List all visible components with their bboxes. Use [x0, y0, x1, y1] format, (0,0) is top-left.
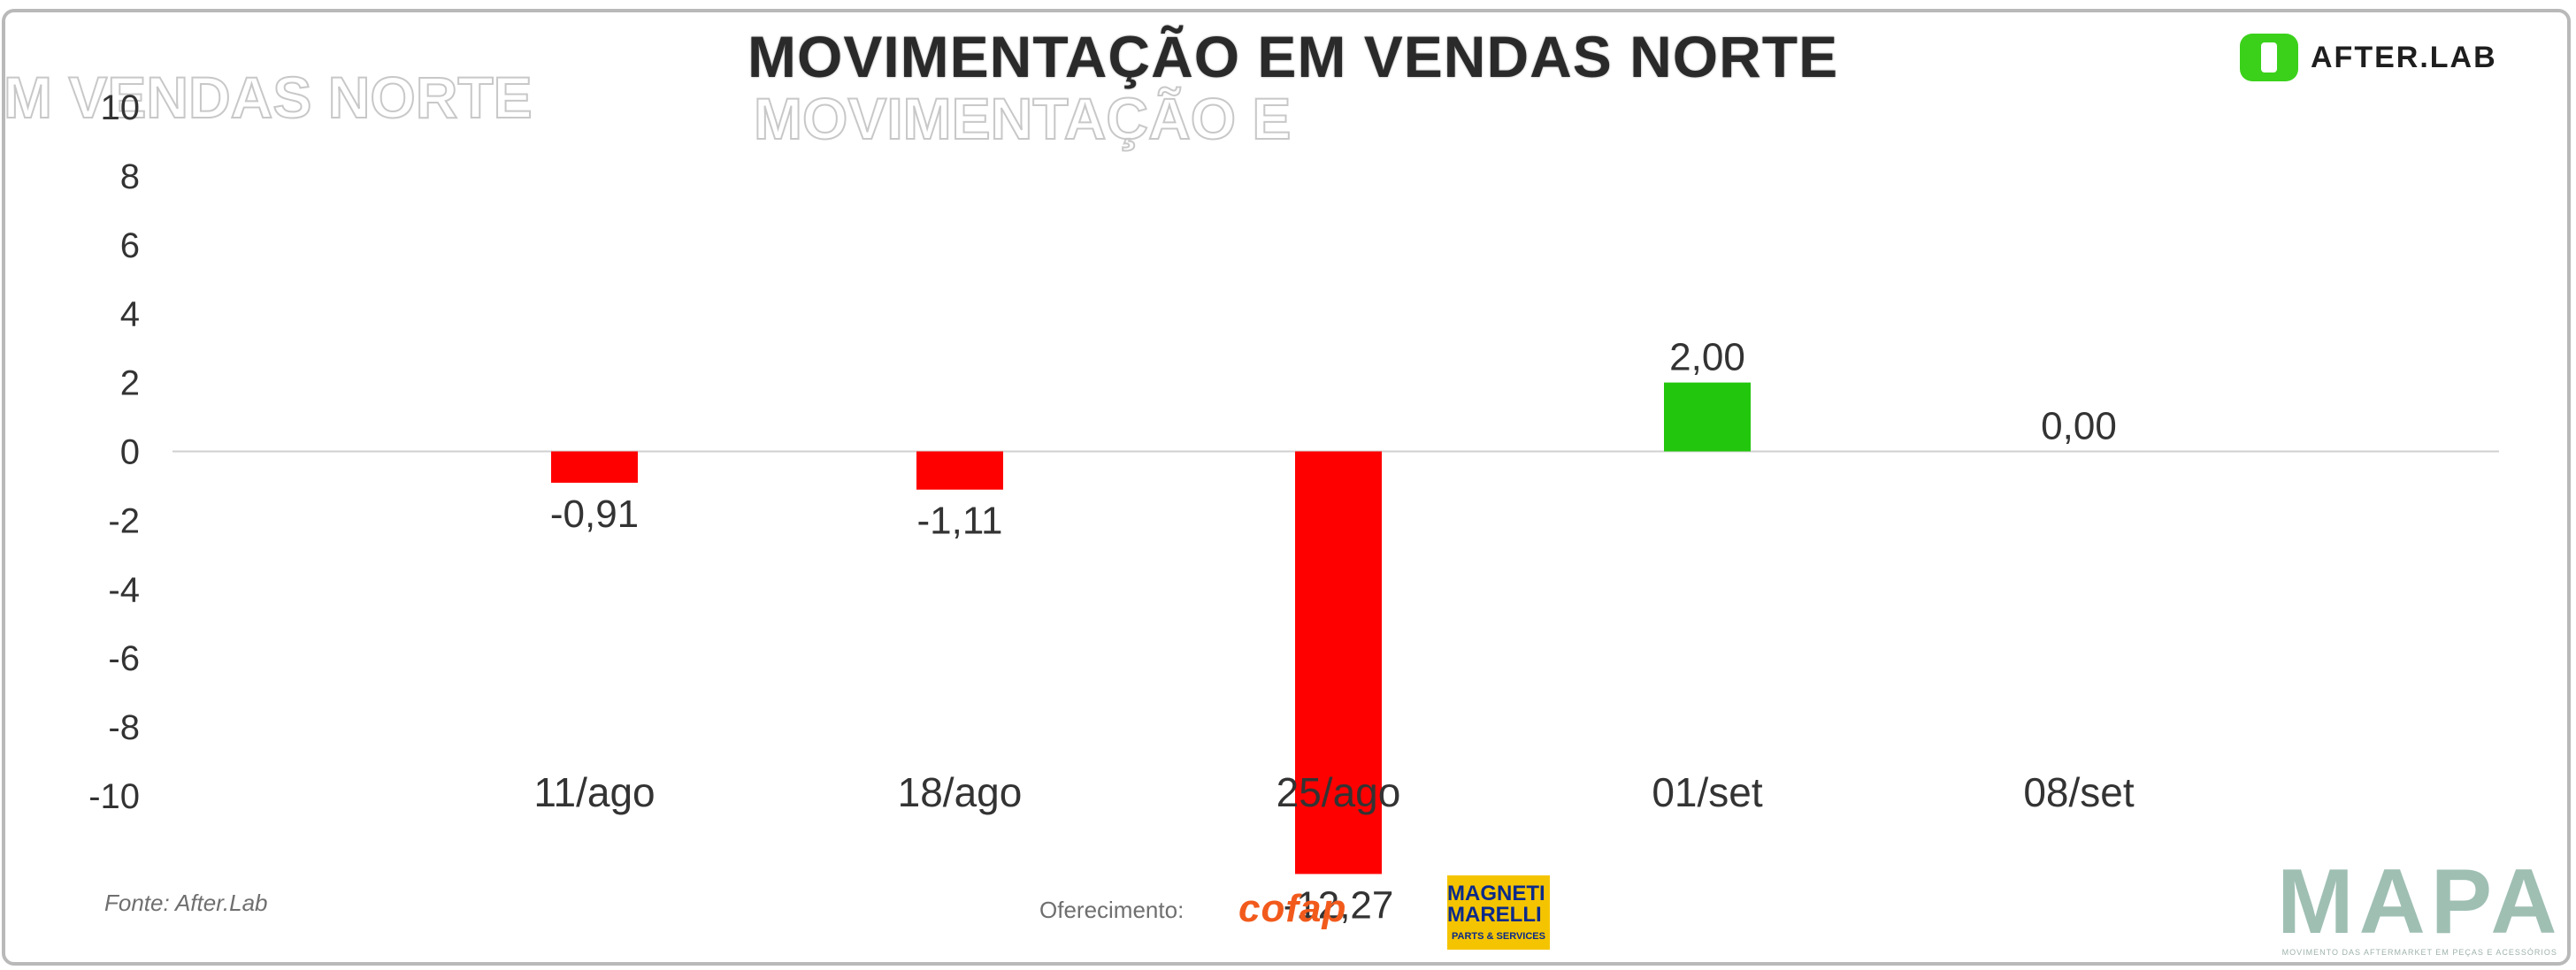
- y-tick-label: -4: [108, 570, 140, 609]
- x-tick-label: 11/ago: [533, 769, 655, 815]
- bar: [916, 451, 1003, 490]
- data-label: -1,11: [916, 500, 1002, 543]
- ghost-title-center: MOVIMENTAÇÃO E: [753, 85, 1292, 152]
- bar: [1295, 451, 1382, 875]
- y-tick-label: -8: [108, 708, 140, 747]
- ghost-title-left: M VENDAS NORTE: [3, 64, 533, 131]
- y-tick-label: -2: [108, 501, 140, 540]
- x-tick-label: 25/ago: [1276, 769, 1401, 815]
- chart-title: MOVIMENTAÇÃO EM VENDAS NORTE: [748, 24, 1839, 89]
- afterlab-logo-icon: [2240, 34, 2298, 81]
- data-label: -12,27: [1284, 883, 1394, 927]
- data-label: -0,91: [550, 493, 639, 536]
- magneti-logo-subtext: PARTS & SERVICES: [1452, 931, 1545, 942]
- bar: [1664, 382, 1751, 452]
- y-tick-label: 8: [120, 157, 140, 196]
- y-tick-label: 10: [101, 88, 141, 127]
- cofap-logo: cofap: [1238, 887, 1347, 930]
- chart-frame: [2, 9, 2571, 966]
- mapa-tagline: MOVIMENTO DAS AFTERMARKET EM PEÇAS E ACE…: [2281, 948, 2557, 957]
- afterlab-logo: AFTER.LAB: [2240, 34, 2497, 81]
- y-axis: 10 8 6 4 2 0 -2 -4 -6 -8 -10: [88, 88, 140, 816]
- magneti-logo-text: MAGNETI MARELLI: [1447, 882, 1545, 927]
- magneti-marelli-logo: MAGNETI MARELLI PARTS & SERVICES: [1447, 875, 1550, 950]
- x-tick-label: 08/set: [2023, 769, 2135, 815]
- x-axis: 11/ago 18/ago 25/ago 01/set 08/set: [533, 769, 2135, 815]
- y-tick-label: 4: [120, 295, 140, 334]
- data-labels-group: -0,91 -1,11 -12,27 2,00 0,00: [550, 336, 2117, 928]
- bar: [551, 451, 638, 483]
- y-tick-label: -10: [88, 777, 140, 816]
- x-tick-label: 01/set: [1652, 769, 1763, 815]
- afterlab-logo-text: AFTER.LAB: [2311, 40, 2497, 74]
- y-tick-label: 6: [120, 226, 140, 265]
- mapa-logo-text: MAPA: [2277, 851, 2563, 953]
- source-note: Fonte: After.Lab: [104, 890, 268, 916]
- data-label: 0,00: [2041, 405, 2117, 448]
- y-tick-label: 2: [120, 364, 140, 403]
- bars-group: [551, 382, 1751, 875]
- mapa-logo: MAPA MOVIMENTO DAS AFTERMARKET EM PEÇAS …: [2277, 856, 2563, 957]
- x-tick-label: 18/ago: [898, 769, 1023, 815]
- y-tick-label: -6: [108, 639, 140, 678]
- data-label: 2,00: [1669, 336, 1745, 379]
- sponsor-label: Oferecimento:: [1039, 897, 1184, 923]
- y-tick-label: 0: [120, 433, 140, 472]
